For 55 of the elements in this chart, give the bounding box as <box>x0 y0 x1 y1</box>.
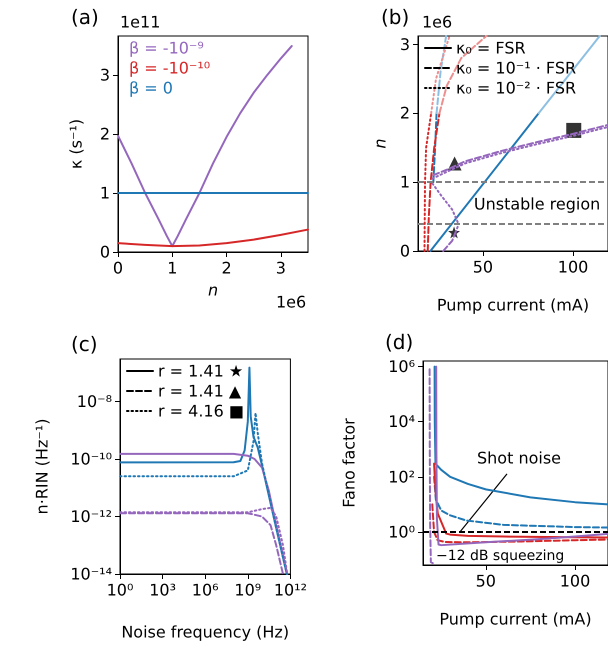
x-tick-label: 2 <box>221 258 232 278</box>
x-tick-label: 0 <box>112 258 124 278</box>
y-tick-label: 1 <box>100 183 110 202</box>
legend-label: r = 4.16 ■ <box>158 402 244 420</box>
chart-title: (d) <box>385 330 414 354</box>
x-tick-label: 10⁹ <box>234 580 262 600</box>
x-axis-title: Pump current (mA) <box>436 296 590 314</box>
annotation: −12 dB squeezing <box>436 548 564 564</box>
text: β = -10⁻⁹ <box>129 38 204 58</box>
chart-title: (b) <box>381 5 410 29</box>
text: β = -10⁻¹⁰ <box>129 58 210 78</box>
y-axis-title: Fano factor <box>340 418 358 508</box>
x-tick-label: 10⁶ <box>192 580 219 600</box>
y-tick-label: 3 <box>400 34 410 54</box>
x-tick-label: 100 <box>558 258 588 276</box>
annotation: Unstable region <box>474 194 600 214</box>
chart-title: (c) <box>71 332 98 356</box>
y-tick-label: 10² <box>388 467 415 486</box>
x-tick-label: 1 <box>167 258 178 278</box>
y-tick-label: 2 <box>100 124 110 144</box>
y-axis-title: n·RIN (Hz⁻¹) <box>32 418 52 514</box>
y-tick-label: 10⁻⁸ <box>76 392 112 411</box>
x-tick-label: 100 <box>560 572 590 590</box>
x-axis-title: n <box>208 280 218 300</box>
y-tick-label: 10⁰ <box>388 522 415 542</box>
y-axis-title: κ (s⁻¹) <box>66 118 86 170</box>
x-tick-label: 10¹² <box>274 580 307 600</box>
y-axis-title: n <box>370 138 390 149</box>
chart-title: (a) <box>71 5 99 29</box>
y-tick-label: 2 <box>400 104 410 123</box>
y-tick-label: 0 <box>400 242 410 260</box>
x-tick-label: 10³ <box>149 580 176 600</box>
text: 1e6 <box>422 12 452 32</box>
x-tick-label: 50 <box>472 258 494 276</box>
y-tick-label: 0 <box>100 242 110 262</box>
y-tick-label: 10⁻¹² <box>70 506 112 526</box>
y-tick-label: 10⁶ <box>388 357 415 376</box>
legend-label: κ₀ = 10⁻¹ · FSR <box>456 58 576 78</box>
text: 1e11 <box>120 12 160 32</box>
legend-label: κ₀ = 10⁻² · FSR <box>456 78 576 98</box>
y-tick-label: 10⁻¹⁰ <box>70 449 112 468</box>
legend-label: r = 1.41 ★ <box>158 362 244 380</box>
y-tick-label: 10⁴ <box>388 412 415 432</box>
x-tick-label: 3 <box>276 258 286 278</box>
text: 1e6 <box>276 292 306 312</box>
ref-line-label: Shot noise <box>477 448 561 468</box>
text: β = 0 <box>129 78 173 98</box>
y-tick-label: 1 <box>400 172 410 192</box>
legend-label: r = 1.41 ▲ <box>158 382 242 400</box>
x-axis-title: Noise frequency (Hz) <box>121 622 290 642</box>
legend-label: κ₀ = FSR <box>456 38 526 58</box>
y-tick-label: 3 <box>100 65 110 84</box>
x-tick-label: 50 <box>476 572 496 590</box>
y-tick-label: 10⁻¹⁴ <box>70 564 112 584</box>
x-axis-title: Pump current (mA) <box>439 610 592 628</box>
